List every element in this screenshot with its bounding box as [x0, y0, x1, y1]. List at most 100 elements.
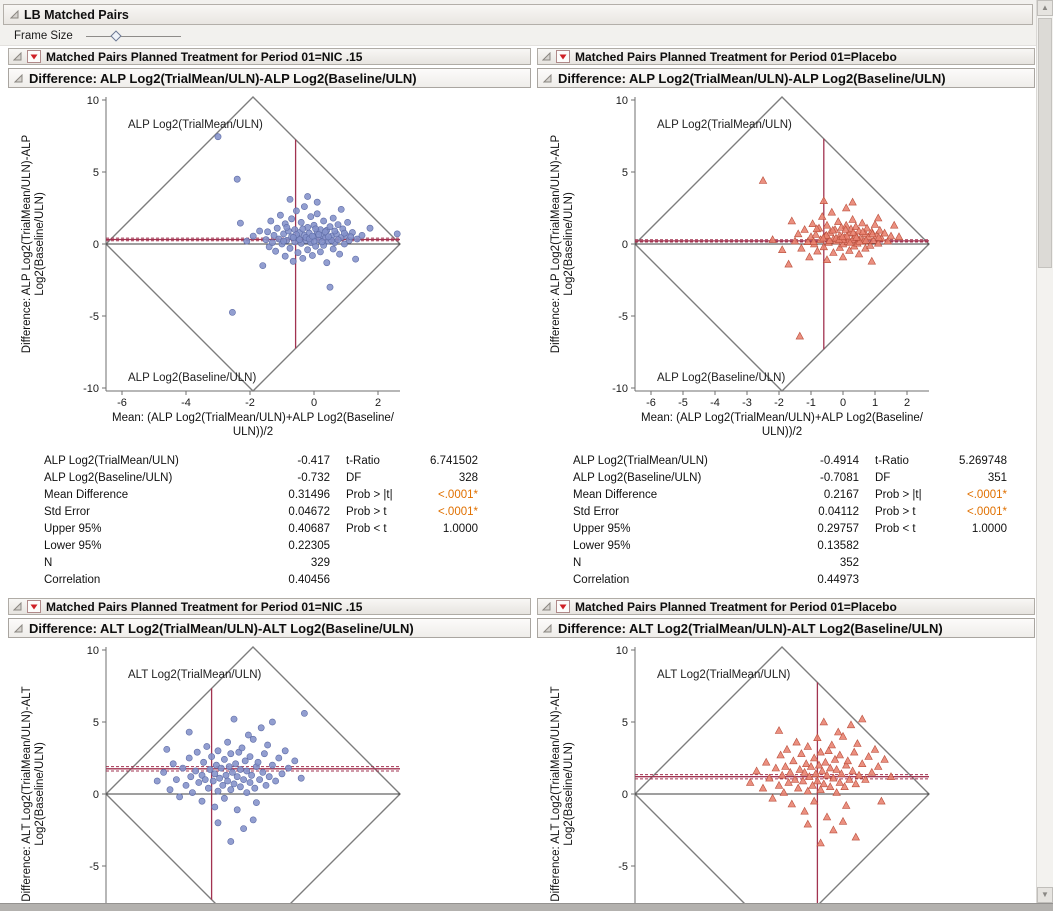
data-point[interactable]	[761, 757, 771, 766]
panel-header-bar[interactable]: Matched Pairs Planned Treatment for Peri…	[8, 598, 531, 615]
data-point[interactable]	[195, 779, 203, 786]
data-point[interactable]	[765, 773, 774, 782]
data-point[interactable]	[336, 250, 343, 258]
data-point[interactable]	[829, 248, 838, 256]
disclosure-triangle-icon[interactable]	[13, 602, 22, 611]
data-point[interactable]	[840, 782, 849, 790]
data-point[interactable]	[848, 766, 857, 775]
data-point[interactable]	[243, 767, 251, 775]
data-point[interactable]	[297, 218, 305, 226]
data-point[interactable]	[300, 203, 308, 210]
data-point[interactable]	[334, 236, 342, 244]
data-point[interactable]	[821, 757, 830, 766]
data-point[interactable]	[867, 256, 877, 265]
data-point[interactable]	[230, 780, 238, 788]
data-point[interactable]	[265, 773, 273, 781]
data-point[interactable]	[771, 763, 781, 772]
data-point[interactable]	[819, 717, 829, 726]
report-title-bar[interactable]: LB Matched Pairs	[3, 4, 1033, 25]
data-point[interactable]	[803, 741, 813, 750]
data-point[interactable]	[272, 777, 279, 785]
data-point[interactable]	[803, 237, 813, 245]
data-point[interactable]	[268, 718, 276, 726]
data-point[interactable]	[841, 800, 851, 809]
data-point[interactable]	[858, 227, 868, 235]
data-point[interactable]	[297, 774, 305, 782]
data-point[interactable]	[805, 252, 814, 261]
data-point[interactable]	[861, 775, 870, 783]
data-point[interactable]	[849, 747, 859, 756]
data-point[interactable]	[203, 743, 211, 750]
data-point[interactable]	[225, 763, 233, 770]
data-point[interactable]	[233, 773, 241, 781]
data-point[interactable]	[795, 764, 805, 773]
data-point[interactable]	[246, 753, 254, 760]
vertical-scrollbar[interactable]: ▲ ▼	[1036, 0, 1053, 911]
data-point[interactable]	[209, 777, 217, 785]
slider-thumb[interactable]	[110, 30, 122, 42]
data-point[interactable]	[758, 783, 768, 792]
data-point[interactable]	[224, 777, 231, 785]
data-point[interactable]	[813, 246, 822, 255]
data-point[interactable]	[811, 769, 821, 777]
data-point[interactable]	[800, 767, 809, 776]
data-point[interactable]	[304, 246, 311, 254]
data-point[interactable]	[315, 231, 323, 238]
data-point[interactable]	[262, 236, 270, 244]
data-point[interactable]	[286, 196, 294, 203]
data-point[interactable]	[249, 816, 257, 824]
data-point[interactable]	[829, 825, 838, 834]
data-point[interactable]	[758, 176, 768, 184]
data-point[interactable]	[352, 255, 359, 263]
disclosure-triangle-icon[interactable]	[13, 52, 22, 61]
scroll-up-arrow-icon[interactable]: ▲	[1037, 0, 1053, 16]
data-point[interactable]	[889, 220, 899, 229]
data-point[interactable]	[233, 175, 241, 183]
data-point[interactable]	[312, 225, 319, 233]
data-point[interactable]	[318, 238, 326, 246]
data-point[interactable]	[832, 788, 841, 796]
disclosure-triangle-icon[interactable]	[542, 52, 551, 61]
data-point[interactable]	[813, 776, 822, 785]
data-point[interactable]	[825, 782, 835, 790]
data-point[interactable]	[217, 764, 225, 772]
data-point[interactable]	[851, 779, 861, 788]
data-point[interactable]	[243, 789, 251, 796]
data-point[interactable]	[777, 245, 787, 253]
data-point[interactable]	[812, 224, 822, 233]
frame-size-slider[interactable]	[86, 29, 181, 44]
data-point[interactable]	[845, 245, 854, 254]
data-point[interactable]	[857, 714, 867, 723]
data-point[interactable]	[854, 249, 864, 258]
data-point[interactable]	[873, 213, 883, 222]
data-point[interactable]	[880, 754, 889, 763]
data-point[interactable]	[809, 237, 818, 245]
data-point[interactable]	[841, 760, 851, 769]
data-point[interactable]	[246, 779, 254, 786]
data-point[interactable]	[220, 756, 228, 763]
data-point[interactable]	[353, 235, 361, 243]
data-point[interactable]	[789, 756, 798, 765]
data-point[interactable]	[845, 238, 855, 246]
data-point[interactable]	[777, 770, 787, 779]
data-point[interactable]	[800, 225, 809, 233]
data-point[interactable]	[281, 747, 289, 755]
data-point[interactable]	[795, 331, 805, 340]
disclosure-triangle-icon[interactable]	[542, 602, 551, 611]
data-point[interactable]	[835, 777, 845, 786]
data-point[interactable]	[256, 227, 263, 235]
horizontal-scrollbar[interactable]	[0, 903, 1053, 911]
data-point[interactable]	[862, 223, 872, 232]
data-point[interactable]	[308, 232, 316, 240]
data-point[interactable]	[185, 728, 193, 736]
data-point[interactable]	[790, 775, 800, 783]
data-point[interactable]	[182, 781, 190, 789]
data-point[interactable]	[256, 776, 263, 783]
data-point[interactable]	[268, 761, 276, 769]
data-point[interactable]	[868, 229, 877, 238]
data-point[interactable]	[267, 217, 275, 225]
data-point[interactable]	[340, 229, 348, 237]
data-point[interactable]	[814, 760, 824, 769]
